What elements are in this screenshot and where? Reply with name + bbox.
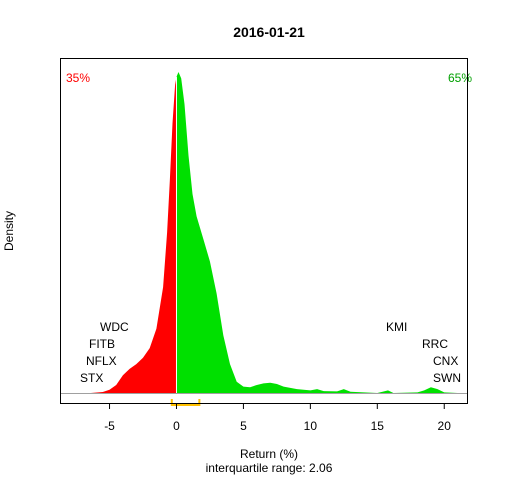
stock-label-stx: STX xyxy=(80,371,103,385)
x-tick-label: 5 xyxy=(240,419,247,433)
stock-label-rrc: RRC xyxy=(422,337,448,351)
stock-label-swn: SWN xyxy=(433,371,461,385)
stock-label-kmi: KMI xyxy=(386,320,407,334)
stock-label-nflx: NFLX xyxy=(86,354,117,368)
iqr-bracket xyxy=(170,399,201,406)
negative-share-label: 35% xyxy=(66,71,90,85)
right-stock-labels: KMI RRC CNX SWN xyxy=(386,320,461,385)
positive-share-label: 65% xyxy=(448,71,472,85)
plot-frame xyxy=(60,58,468,404)
x-tick-label: 20 xyxy=(438,419,452,433)
x-tick-label: 15 xyxy=(371,419,385,433)
negative-return-area xyxy=(90,76,177,394)
x-axis-label: Return (%) xyxy=(240,447,298,461)
x-tick-label: 10 xyxy=(304,419,318,433)
stock-label-wdc: WDC xyxy=(100,320,129,334)
positive-return-area xyxy=(176,72,458,393)
left-stock-labels: WDC FITB NFLX STX xyxy=(80,320,129,385)
stock-label-fitb: FITB xyxy=(89,337,115,351)
x-tick-label: -5 xyxy=(104,419,115,433)
density-areas xyxy=(90,72,458,394)
x-tick-label: 0 xyxy=(173,419,180,433)
iqr-caption: interquartile range: 2.06 xyxy=(206,461,333,475)
y-axis-label: Density xyxy=(2,211,16,251)
x-axis: -5 0 5 10 15 20 xyxy=(104,403,451,433)
chart-title: 2016-01-21 xyxy=(233,24,305,40)
stock-label-cnx: CNX xyxy=(433,354,458,368)
